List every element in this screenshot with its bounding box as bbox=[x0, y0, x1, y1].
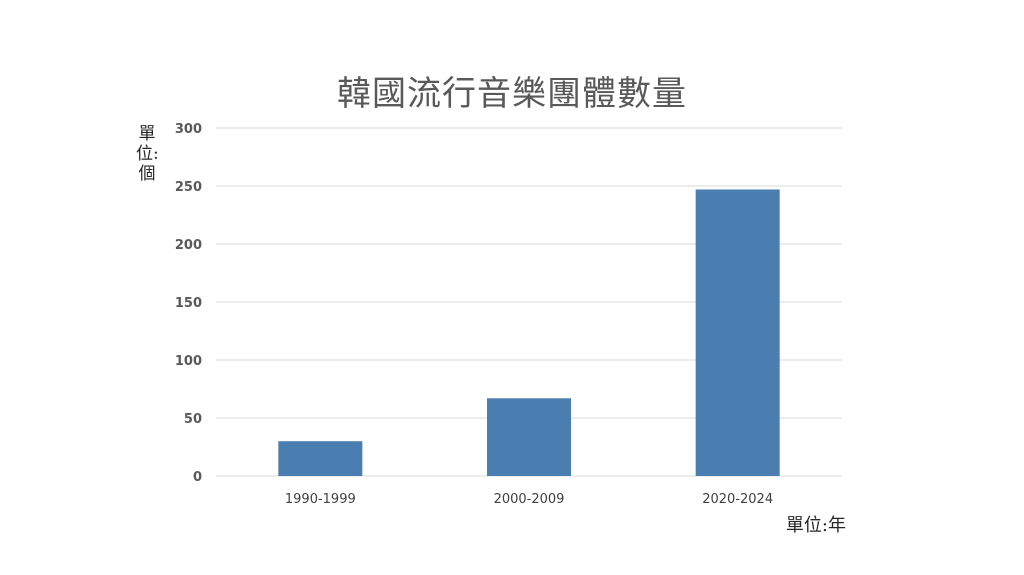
x-axis-label: 單位:年 bbox=[785, 515, 846, 536]
chart-title: 韓國流行音樂團體數量 bbox=[337, 74, 687, 114]
x-tick-label: 2020-2024 bbox=[702, 492, 773, 507]
y-tick-label: 50 bbox=[184, 412, 202, 427]
bar-2020-2024 bbox=[695, 189, 780, 477]
x-tick-label: 1990-1999 bbox=[285, 492, 356, 507]
bar-1990-1999 bbox=[278, 441, 363, 476]
y-tick-label: 100 bbox=[175, 354, 202, 369]
y-axis-label: 單位:個 bbox=[136, 124, 159, 184]
y-tick-label: 250 bbox=[175, 180, 202, 195]
y-ticks: 0 50 100 150 200 250 300 bbox=[175, 122, 202, 485]
y-tick-label: 150 bbox=[175, 296, 202, 311]
x-ticks: 1990-1999 2000-2009 2020-2024 bbox=[285, 492, 773, 507]
y-tick-label: 0 bbox=[193, 470, 202, 485]
x-tick-label: 2000-2009 bbox=[494, 492, 565, 507]
bar-2000-2009 bbox=[487, 398, 571, 476]
y-tick-label: 200 bbox=[175, 238, 202, 253]
bars bbox=[278, 189, 780, 477]
y-tick-label: 300 bbox=[175, 122, 202, 137]
